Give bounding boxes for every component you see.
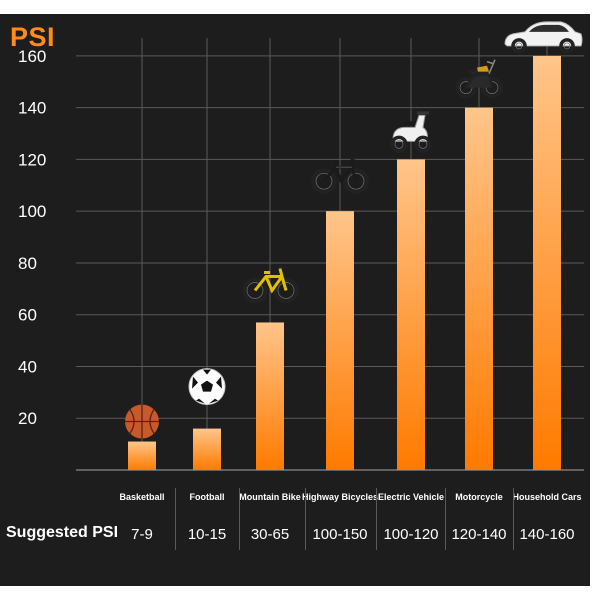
y-tick-label: 80 xyxy=(18,254,37,273)
suggested-psi-range: 100-150 xyxy=(312,526,368,543)
y-tick-label: 20 xyxy=(18,409,37,428)
category-label: Household Cars xyxy=(512,492,582,502)
bar-electric-vehicle xyxy=(397,159,425,471)
bar-football xyxy=(193,428,221,470)
y-axis-unit-label: PSI xyxy=(10,22,56,52)
category-label: Electric Vehicle xyxy=(377,492,445,502)
suggested-psi-range: 100-120 xyxy=(383,526,439,543)
column-divider xyxy=(376,488,377,550)
column-divider xyxy=(445,488,446,550)
suggested-psi-range: 7-9 xyxy=(131,526,153,543)
y-tick-label: 140 xyxy=(18,99,46,118)
category-label: Basketball xyxy=(119,492,165,502)
y-tick-label: 120 xyxy=(18,150,46,169)
y-tick-label: 160 xyxy=(18,47,46,66)
bar-mountain-bike xyxy=(256,322,284,470)
mountain-bike-icon xyxy=(242,266,299,304)
bar-household-cars xyxy=(533,55,561,470)
category-label: Motorcycle xyxy=(455,492,503,502)
electric-scooter-icon xyxy=(390,111,432,154)
y-tick-label: 40 xyxy=(18,357,37,376)
suggested-psi-range: 120-140 xyxy=(451,526,507,543)
basketball-icon xyxy=(125,404,159,439)
suggested-psi-title: Suggested PSI xyxy=(6,524,119,541)
category-label: Highway Bicycles xyxy=(301,492,379,502)
y-tick-label: 60 xyxy=(18,306,37,325)
bar-basketball xyxy=(128,441,156,470)
category-label: Football xyxy=(189,492,225,502)
suggested-psi-range: 10-15 xyxy=(187,526,227,543)
football-icon xyxy=(188,368,226,406)
motorcycle-icon xyxy=(455,59,503,99)
y-tick-label: 100 xyxy=(18,202,46,221)
category-label: Mountain Bike xyxy=(239,492,301,502)
bar-motorcycle xyxy=(465,107,493,470)
suggested-psi-range: 30-65 xyxy=(250,526,290,543)
road-bicycle-icon xyxy=(311,158,369,194)
column-divider xyxy=(239,488,240,550)
suggested-psi-range: 140-160 xyxy=(519,526,575,543)
bar-highway-bicycles xyxy=(326,211,354,471)
car-icon xyxy=(504,21,583,54)
column-divider xyxy=(305,488,306,550)
column-divider xyxy=(175,488,176,550)
column-divider xyxy=(513,488,514,550)
